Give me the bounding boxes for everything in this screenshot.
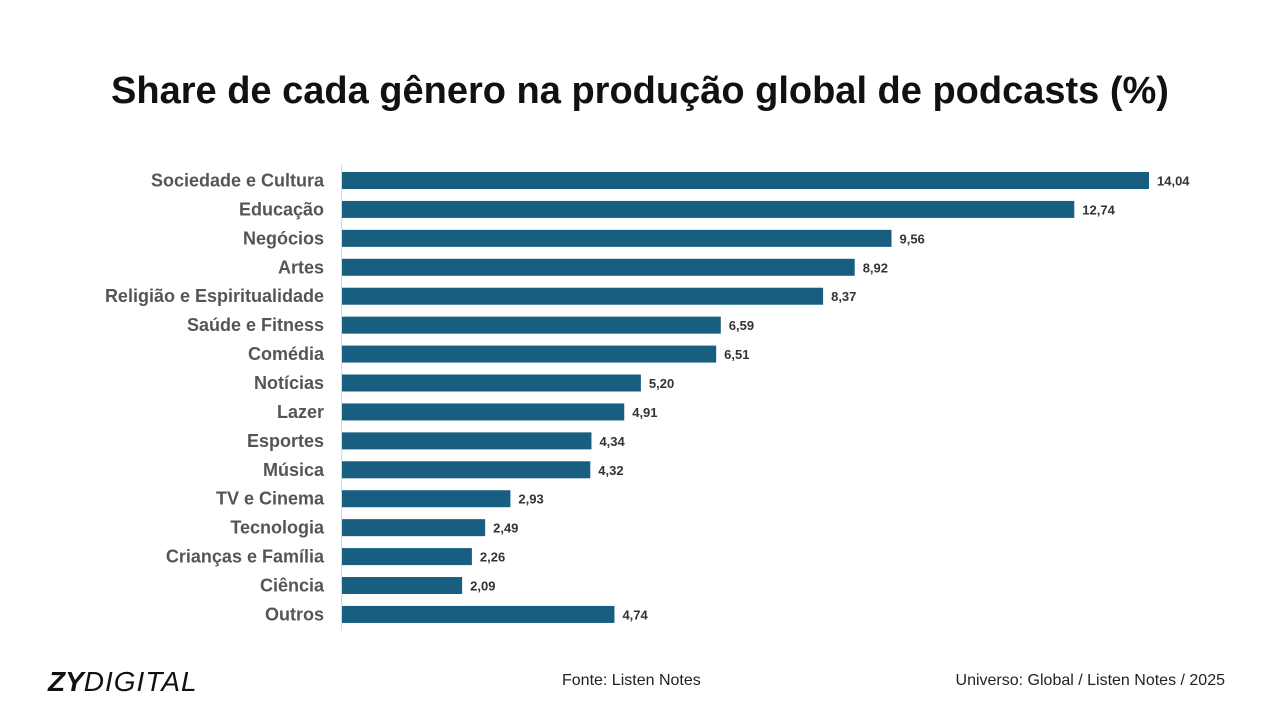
bar-artes bbox=[342, 258, 855, 276]
value-label-tv-e-cinema: 2,93 bbox=[518, 492, 543, 507]
category-label-sociedade-e-cultura: Sociedade e Cultura bbox=[151, 171, 325, 191]
bars-layer: Sociedade e Cultura 14,04 Educação 12,74 Neg… bbox=[105, 171, 1190, 625]
bar-tv-e-cinema bbox=[342, 490, 511, 508]
value-label-educacao: 12,74 bbox=[1082, 202, 1115, 217]
category-label-ciencia: Ciência bbox=[260, 576, 325, 596]
category-label-educacao: Educação bbox=[239, 199, 324, 219]
category-label-saude-e-fitness: Saúde e Fitness bbox=[187, 315, 324, 335]
category-label-negocios: Negócios bbox=[243, 228, 324, 248]
value-label-esportes: 4,34 bbox=[599, 434, 625, 449]
value-label-artes: 8,92 bbox=[863, 260, 888, 275]
category-label-religiao-e-espiritualidade: Religião e Espiritualidade bbox=[105, 286, 324, 306]
category-label-criancas-e-familia: Crianças e Família bbox=[166, 547, 325, 567]
bar-ciencia bbox=[342, 577, 463, 595]
value-label-noticias: 5,20 bbox=[649, 376, 674, 391]
bar-educacao bbox=[342, 200, 1075, 218]
category-label-artes: Artes bbox=[278, 257, 324, 277]
bar-criancas-e-familia bbox=[342, 548, 472, 566]
value-label-saude-e-fitness: 6,59 bbox=[729, 318, 754, 333]
bar-lazer bbox=[342, 403, 625, 421]
bar-tecnologia bbox=[342, 519, 486, 537]
value-label-tecnologia: 2,49 bbox=[493, 521, 518, 536]
chart-title: Share de cada gênero na produção global … bbox=[111, 70, 1169, 112]
universe-note: Universo: Global / Listen Notes / 2025 bbox=[955, 672, 1225, 689]
value-label-musica: 4,32 bbox=[598, 463, 623, 478]
category-label-tecnologia: Tecnologia bbox=[230, 518, 325, 538]
bar-chart: Sociedade e Cultura 14,04 Educação 12,74 Neg… bbox=[105, 165, 1190, 630]
value-label-criancas-e-familia: 2,26 bbox=[480, 550, 505, 565]
value-label-negocios: 9,56 bbox=[899, 231, 924, 246]
logo-bold-text: ZY bbox=[48, 666, 84, 697]
value-label-religiao-e-espiritualidade: 8,37 bbox=[831, 289, 856, 304]
bar-outros bbox=[342, 605, 615, 623]
value-label-comedia: 6,51 bbox=[724, 347, 749, 362]
value-label-outros: 4,74 bbox=[622, 607, 648, 622]
category-label-comedia: Comédia bbox=[248, 344, 325, 364]
value-label-ciencia: 2,09 bbox=[470, 579, 495, 594]
category-label-outros: Outros bbox=[265, 604, 324, 624]
category-label-esportes: Esportes bbox=[247, 431, 324, 451]
category-label-lazer: Lazer bbox=[277, 402, 324, 422]
bar-musica bbox=[342, 461, 591, 479]
bar-comedia bbox=[342, 345, 717, 363]
value-label-lazer: 4,91 bbox=[632, 405, 657, 420]
source-note: Fonte: Listen Notes bbox=[562, 672, 701, 689]
bar-esportes bbox=[342, 432, 592, 450]
brand-logo: ZYDIGITAL bbox=[48, 665, 198, 699]
value-label-sociedade-e-cultura: 14,04 bbox=[1157, 174, 1190, 189]
bar-negocios bbox=[342, 229, 892, 247]
category-label-noticias: Notícias bbox=[254, 373, 324, 393]
bar-sociedade-e-cultura bbox=[342, 172, 1149, 189]
bar-saude-e-fitness bbox=[342, 316, 721, 334]
logo-light-text: DIGITAL bbox=[83, 666, 198, 697]
bar-religiao-e-espiritualidade bbox=[342, 287, 824, 305]
category-label-tv-e-cinema: TV e Cinema bbox=[216, 489, 325, 509]
category-label-musica: Música bbox=[263, 460, 325, 480]
bar-noticias bbox=[342, 374, 641, 392]
